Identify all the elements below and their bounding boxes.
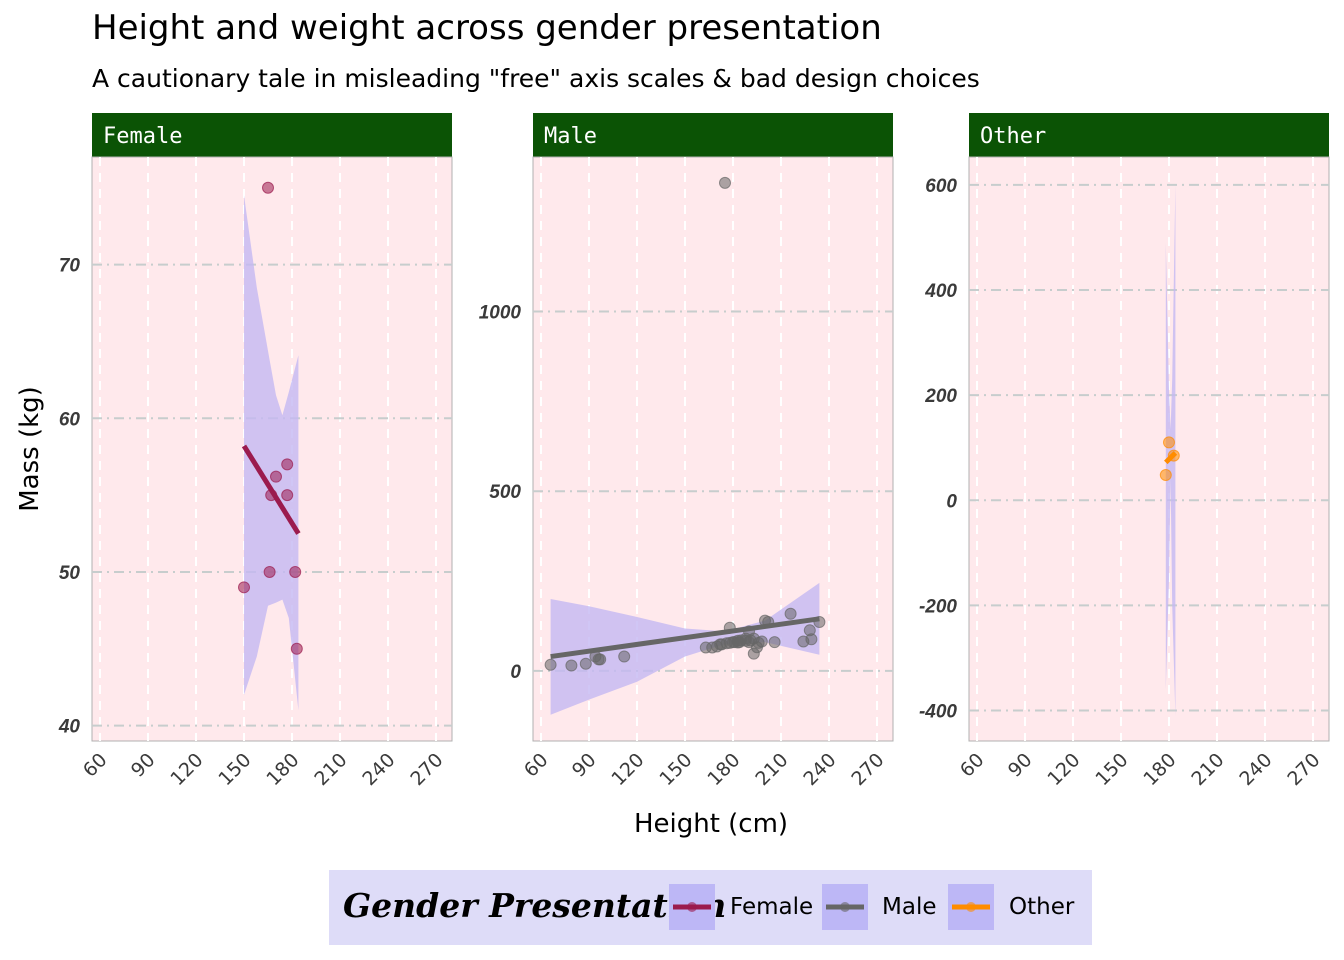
data-point-female (289, 565, 302, 578)
data-point-female (262, 181, 274, 194)
x-tick-label-female: 60 (79, 749, 112, 782)
legend: Gender Presentation Female Male Other (329, 870, 1092, 945)
data-point-male (594, 653, 607, 666)
x-tick-label-other: 180 (1139, 749, 1180, 790)
facet-strip-label-other: Other (980, 124, 1046, 149)
legend-label-other: Other (1009, 894, 1075, 920)
legend-label-male: Male (882, 894, 937, 920)
data-point-male (579, 657, 592, 670)
facet-strip-other (969, 113, 1329, 157)
confidence-band-other (1165, 184, 1176, 716)
legend-key-other (948, 884, 994, 930)
legend-label-female: Female (730, 894, 814, 920)
y-tick-label-female: 60 (59, 409, 81, 430)
x-tick-label-other: 60 (956, 749, 989, 782)
data-point-female (265, 489, 278, 502)
y-tick-label-male: 0 (510, 662, 521, 683)
x-tick-label-other: 270 (1283, 749, 1324, 790)
x-tick-label-male: 150 (655, 749, 696, 790)
data-point-male (565, 659, 578, 672)
x-tick-label-male: 240 (799, 749, 840, 790)
x-tick-label-male: 210 (751, 749, 792, 790)
x-tick-label-other: 120 (1043, 749, 1084, 790)
data-point-female (270, 470, 282, 483)
regression-line-male (550, 616, 820, 660)
x-tick-label-other: 150 (1091, 749, 1132, 790)
confidence-band-male (550, 582, 820, 715)
legend-title: Gender Presentation (343, 886, 727, 925)
chart-title: Height and weight across gender presenta… (92, 8, 882, 48)
chart-subtitle: A cautionary tale in misleading "free" a… (92, 64, 980, 93)
x-tick-label-female: 180 (262, 749, 303, 790)
x-tick-label-male: 180 (703, 749, 744, 790)
x-tick-label-female: 240 (358, 749, 399, 790)
y-tick-label-other: 400 (924, 281, 957, 302)
legend-key-female (669, 884, 715, 930)
facet-strip-female (92, 113, 452, 157)
data-point-other (1163, 436, 1175, 449)
x-tick-label-other: 210 (1187, 749, 1228, 790)
x-axis-title: Height (cm) (634, 809, 788, 839)
panel-background-female (91, 156, 453, 742)
y-axis-title: Mass (kg) (15, 386, 45, 512)
data-point-female (281, 458, 294, 471)
y-tick-label-male: 1000 (479, 303, 522, 324)
y-tick-label-other: -200 (919, 596, 957, 617)
x-tick-label-other: 240 (1235, 749, 1276, 790)
panel-background-other (968, 156, 1330, 742)
x-tick-label-male: 60 (520, 749, 553, 782)
x-tick-label-male: 120 (607, 749, 648, 790)
data-point-male (618, 650, 631, 663)
facet-strip-label-female: Female (103, 124, 182, 149)
y-tick-label-female: 50 (59, 563, 81, 584)
data-point-female (238, 581, 250, 594)
data-point-male (813, 616, 826, 629)
x-tick-label-male: 90 (568, 749, 601, 782)
data-point-male (723, 621, 736, 634)
data-point-male (784, 607, 797, 620)
facet-strip-label-male: Male (544, 124, 597, 149)
data-point-other (1167, 449, 1180, 462)
x-tick-label-female: 150 (214, 749, 255, 790)
data-point-male (755, 635, 768, 648)
data-point-other (1159, 469, 1172, 482)
data-point-female (290, 642, 303, 655)
confidence-band-female (244, 195, 299, 711)
data-point-female (263, 565, 276, 578)
data-point-female (281, 489, 294, 502)
y-tick-label-other: 600 (925, 176, 957, 197)
y-tick-label-other: -400 (919, 702, 957, 723)
y-tick-label-female: 70 (59, 256, 81, 277)
facet-strip-male (533, 113, 893, 157)
x-tick-label-female: 90 (127, 749, 160, 782)
x-tick-label-female: 270 (406, 749, 447, 790)
x-tick-label-other: 90 (1004, 749, 1037, 782)
data-point-male (762, 616, 775, 629)
y-tick-label-female: 40 (58, 717, 81, 738)
data-point-male (544, 658, 557, 671)
y-tick-label-other: 200 (924, 386, 957, 407)
x-tick-label-male: 270 (847, 749, 888, 790)
x-tick-label-female: 120 (166, 749, 207, 790)
y-tick-label-other: 0 (946, 491, 957, 512)
data-point-male (805, 633, 818, 646)
data-point-male (768, 636, 781, 649)
x-tick-label-female: 210 (310, 749, 351, 790)
data-point-male (719, 176, 731, 189)
legend-key-male (822, 884, 868, 930)
y-tick-label-male: 500 (489, 482, 521, 503)
